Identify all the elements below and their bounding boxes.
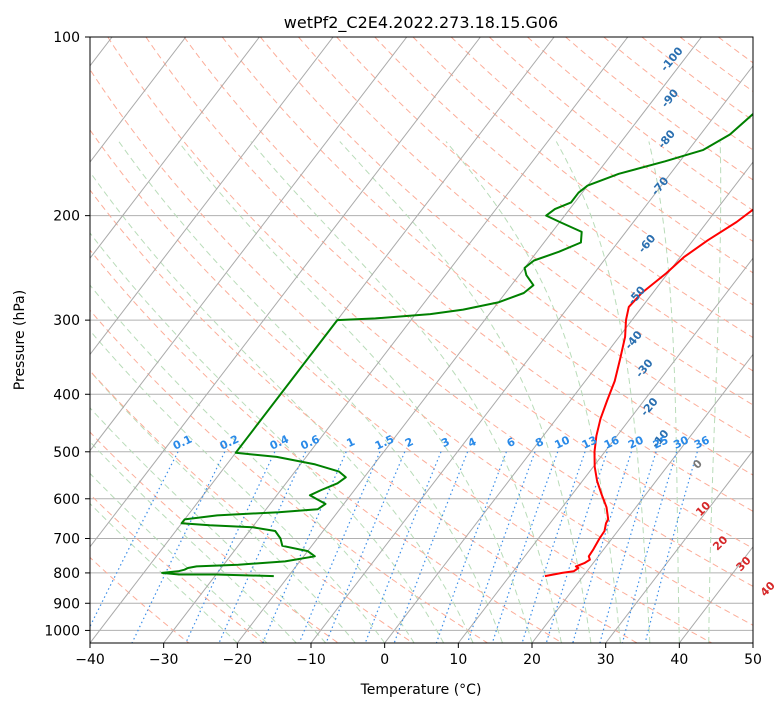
x-tick-label: −20 <box>223 652 253 668</box>
mixing-ratio-label: 20 <box>626 433 646 451</box>
isotherm-line <box>384 161 753 643</box>
moist-adiabat-line <box>90 329 386 643</box>
isotherm-line <box>457 257 753 643</box>
mixing-ratio-line <box>185 451 276 643</box>
dry-adiabat-line <box>145 37 753 549</box>
dry-adiabat-line <box>90 309 488 643</box>
y-tick-label: 600 <box>53 492 80 508</box>
mixing-ratio-line <box>644 451 698 643</box>
mixing-ratio-label: 25 <box>651 433 670 451</box>
y-tick-label: 100 <box>53 30 80 46</box>
mixing-ratio-line <box>364 451 442 643</box>
dry-adiabat-line <box>450 37 753 274</box>
dry-adiabat-line <box>90 129 712 643</box>
mixing-ratio-label: 36 <box>692 433 712 451</box>
isotherm-line <box>90 37 334 356</box>
y-axis-label: Pressure (hPa) <box>12 290 28 390</box>
isotherm-line <box>90 37 408 452</box>
mixing-ratio-line <box>262 451 347 643</box>
moist-adiabat-line <box>250 141 562 643</box>
y-tick-label: 500 <box>53 445 80 461</box>
isotherm-line <box>310 65 753 643</box>
x-axis-ticks: −40 −30 −20 −10 0 10 20 30 40 50 <box>75 643 762 668</box>
dry-adiabat-line <box>107 37 753 587</box>
temperature-profile-line <box>544 208 753 578</box>
dry-adiabat-line <box>260 37 753 441</box>
x-tick-label: −30 <box>149 652 179 668</box>
x-tick-label: −10 <box>296 652 326 668</box>
dry-adiabat-line <box>336 37 753 372</box>
isotherm-line <box>163 37 629 643</box>
isotherm-line <box>605 449 753 643</box>
x-tick-label: 20 <box>523 652 541 668</box>
mixing-ratio-line <box>521 451 586 643</box>
profile-lines <box>161 112 753 578</box>
mixing-ratio-line <box>572 451 632 643</box>
dry-adiabats <box>90 37 753 643</box>
x-tick-label: 0 <box>380 652 389 668</box>
dry-adiabat-line <box>374 37 753 339</box>
isotherm-line <box>90 37 481 548</box>
x-tick-label: 50 <box>744 652 762 668</box>
mixing-ratio-line <box>621 451 678 643</box>
y-tick-label: 200 <box>53 209 80 225</box>
mixing-ratio-line <box>545 451 608 643</box>
mixing-ratio-line <box>599 451 657 643</box>
dry-adiabat-line <box>90 493 264 643</box>
mixing-ratio-label: 10 <box>553 433 573 451</box>
dewpoint-profile-line <box>161 112 753 578</box>
dry-adiabat-line <box>183 37 753 512</box>
x-tick-label: 30 <box>597 652 615 668</box>
x-tick-label: 10 <box>449 652 467 668</box>
mixing-ratio-label: 16 <box>602 433 622 451</box>
dry-adiabat-line <box>90 249 563 643</box>
y-tick-label: 1000 <box>44 623 80 639</box>
moist-adiabat-line <box>708 141 722 643</box>
y-tick-label: 700 <box>53 532 80 548</box>
moist-adiabat-line <box>555 141 651 643</box>
dry-adiabat-line <box>90 431 339 643</box>
isotherm-line <box>236 37 702 643</box>
dry-adiabat-line <box>488 37 753 242</box>
y-axis-ticks: 100 200 300 400 500 600 700 800 900 1000 <box>44 30 90 639</box>
moist-adiabat-line <box>118 141 503 643</box>
y-tick-label: 400 <box>53 387 80 403</box>
moist-adiabat-line <box>90 171 474 643</box>
dry-adiabat-line <box>90 189 638 643</box>
y-tick-label: 900 <box>53 596 80 612</box>
dry-adiabat-line <box>565 37 753 181</box>
dry-adiabat-line <box>298 37 753 406</box>
moist-adiabat-line <box>90 370 356 643</box>
plot-frame <box>89 36 754 644</box>
x-axis-label: Temperature (°C) <box>360 682 482 698</box>
y-tick-label: 300 <box>53 313 80 329</box>
x-tick-label: 40 <box>670 652 688 668</box>
mixing-ratio-label: 13 <box>580 433 599 451</box>
x-tick-label: −40 <box>75 652 105 668</box>
isotherm-line <box>90 37 260 260</box>
moist-adiabat-line <box>648 141 680 643</box>
isotherm-line <box>90 37 187 163</box>
mixing-ratio-line <box>325 451 406 643</box>
chart-title: wetPf2_C2E4.2022.273.18.15.G06 <box>284 13 558 33</box>
moist-adiabat-line <box>90 407 327 643</box>
mixing-ratio-label: 30 <box>671 433 691 451</box>
isotherm-line <box>531 353 753 643</box>
y-tick-label: 800 <box>53 566 80 582</box>
dry-adiabat-line <box>90 68 753 626</box>
mixing-ratio-line <box>298 451 381 643</box>
mixing-ratio-lines <box>90 451 698 643</box>
